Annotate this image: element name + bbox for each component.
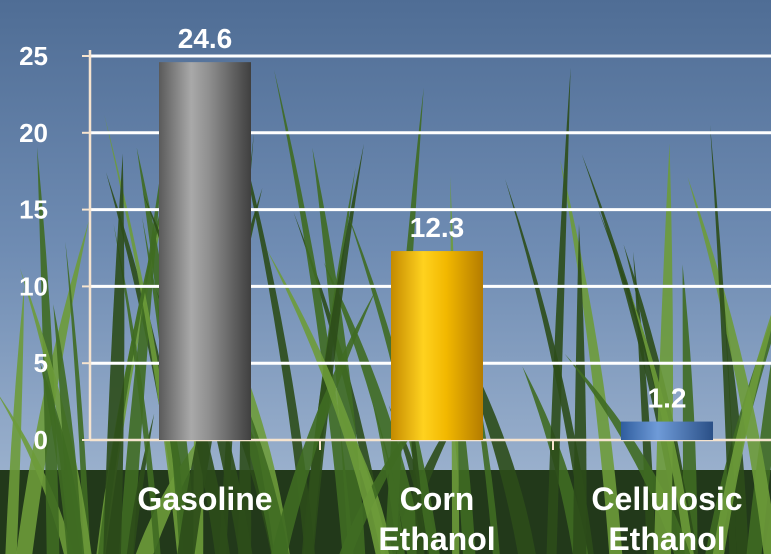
grass-blade bbox=[53, 304, 83, 554]
bar bbox=[391, 251, 483, 440]
category-label: Cellulosic bbox=[591, 481, 742, 517]
grass-blade bbox=[629, 289, 694, 554]
grass-blade bbox=[654, 143, 674, 554]
grass-blade bbox=[104, 115, 184, 554]
category-label: Gasoline bbox=[137, 481, 272, 517]
data-label: 1.2 bbox=[648, 383, 687, 414]
grass-blade bbox=[234, 115, 315, 554]
y-tick-labels: 0 5 10 15 20 25 bbox=[19, 41, 48, 455]
data-label: 24.6 bbox=[178, 23, 233, 54]
bar bbox=[159, 62, 251, 440]
category-labels: Gasoline Corn Ethanol Cellulosic Ethanol bbox=[137, 481, 742, 554]
grass-blade bbox=[65, 241, 91, 554]
bar bbox=[621, 421, 713, 440]
grass-blade bbox=[271, 289, 377, 554]
grass-blade bbox=[113, 224, 161, 554]
grass-blade bbox=[103, 153, 125, 554]
y-tick-label: 15 bbox=[19, 195, 48, 225]
grass-blade bbox=[505, 178, 594, 554]
data-label: 12.3 bbox=[410, 212, 465, 243]
grass-blade bbox=[682, 264, 698, 554]
grass-blade bbox=[560, 159, 623, 554]
data-labels: 24.6 12.3 1.2 bbox=[178, 23, 687, 413]
grass-blade bbox=[339, 386, 444, 554]
grass-blade bbox=[722, 297, 749, 554]
grass-blade bbox=[687, 176, 771, 554]
grass-blade bbox=[274, 69, 354, 554]
category-label: Ethanol bbox=[378, 521, 495, 554]
grass-background bbox=[0, 67, 771, 554]
grass-blade bbox=[445, 312, 536, 554]
category-label: Ethanol bbox=[608, 521, 725, 554]
grass-blade bbox=[712, 314, 771, 554]
grass-blade bbox=[37, 147, 60, 554]
category-label: Corn bbox=[400, 481, 475, 517]
grass-blade bbox=[301, 143, 364, 554]
grass-blade bbox=[572, 224, 587, 554]
grass-blade bbox=[142, 192, 253, 554]
grass-blade bbox=[546, 67, 571, 554]
y-tick-label: 0 bbox=[34, 425, 48, 455]
grass-blade bbox=[266, 248, 390, 554]
grass-blade bbox=[710, 125, 737, 554]
bars bbox=[159, 62, 713, 440]
y-tick-label: 5 bbox=[34, 348, 48, 378]
y-tick-label: 25 bbox=[19, 41, 48, 71]
grass-blade bbox=[5, 284, 25, 554]
y-tick-label: 20 bbox=[19, 118, 48, 148]
y-tick-label: 10 bbox=[19, 271, 48, 301]
